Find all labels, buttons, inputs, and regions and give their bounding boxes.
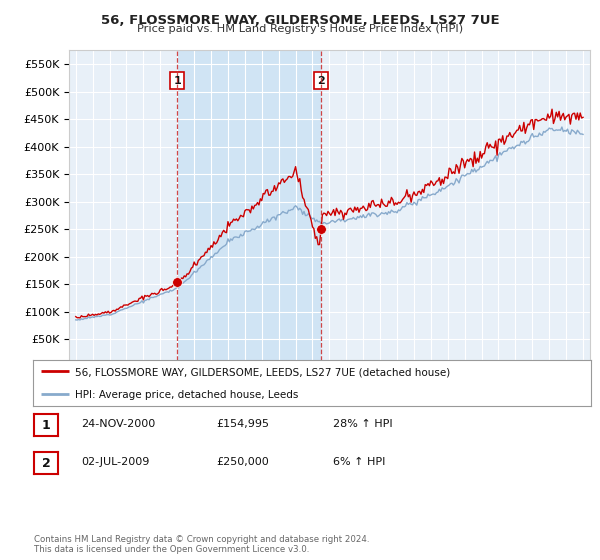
Text: 2: 2	[317, 76, 325, 86]
Text: Contains HM Land Registry data © Crown copyright and database right 2024.
This d: Contains HM Land Registry data © Crown c…	[34, 535, 370, 554]
Text: 6% ↑ HPI: 6% ↑ HPI	[333, 457, 385, 467]
Text: 56, FLOSSMORE WAY, GILDERSOME, LEEDS, LS27 7UE (detached house): 56, FLOSSMORE WAY, GILDERSOME, LEEDS, LS…	[75, 367, 450, 377]
Text: 56, FLOSSMORE WAY, GILDERSOME, LEEDS, LS27 7UE: 56, FLOSSMORE WAY, GILDERSOME, LEEDS, LS…	[101, 14, 499, 27]
Text: Price paid vs. HM Land Registry's House Price Index (HPI): Price paid vs. HM Land Registry's House …	[137, 24, 463, 34]
Text: 1: 1	[42, 418, 50, 432]
Text: 02-JUL-2009: 02-JUL-2009	[81, 457, 149, 467]
Text: 24-NOV-2000: 24-NOV-2000	[81, 419, 155, 429]
Text: £250,000: £250,000	[216, 457, 269, 467]
Bar	[177, 50, 321, 367]
Text: HPI: Average price, detached house, Leeds: HPI: Average price, detached house, Leed…	[75, 390, 298, 400]
Text: 1: 1	[173, 76, 181, 86]
Text: £154,995: £154,995	[216, 419, 269, 429]
Text: 28% ↑ HPI: 28% ↑ HPI	[333, 419, 392, 429]
Text: 2: 2	[42, 456, 50, 470]
